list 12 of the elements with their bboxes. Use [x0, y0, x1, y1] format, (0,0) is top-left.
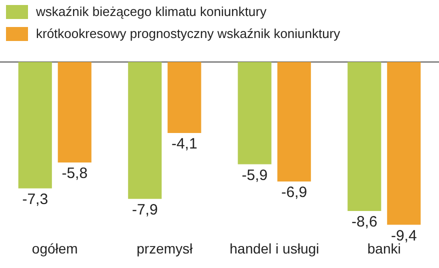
- x-tick-label: ogółem: [32, 240, 78, 256]
- legend-label: wskaźnik bieżącego klimatu koniunktury: [36, 4, 266, 19]
- data-label: -7,9: [132, 201, 158, 218]
- data-label: -6,9: [281, 184, 308, 202]
- legend-label: krótkookresowy prognostyczny wskaźnik koniunktury: [36, 26, 340, 41]
- x-tick-label: przemysł: [136, 240, 194, 256]
- x-tick-label: handel i usługi: [230, 240, 320, 256]
- data-label: -7,3: [22, 191, 48, 208]
- data-label: -5,8: [62, 165, 88, 182]
- data-label: -8,6: [351, 214, 378, 231]
- data-label: -5,9: [242, 166, 268, 184]
- data-label: -4,1: [171, 136, 198, 153]
